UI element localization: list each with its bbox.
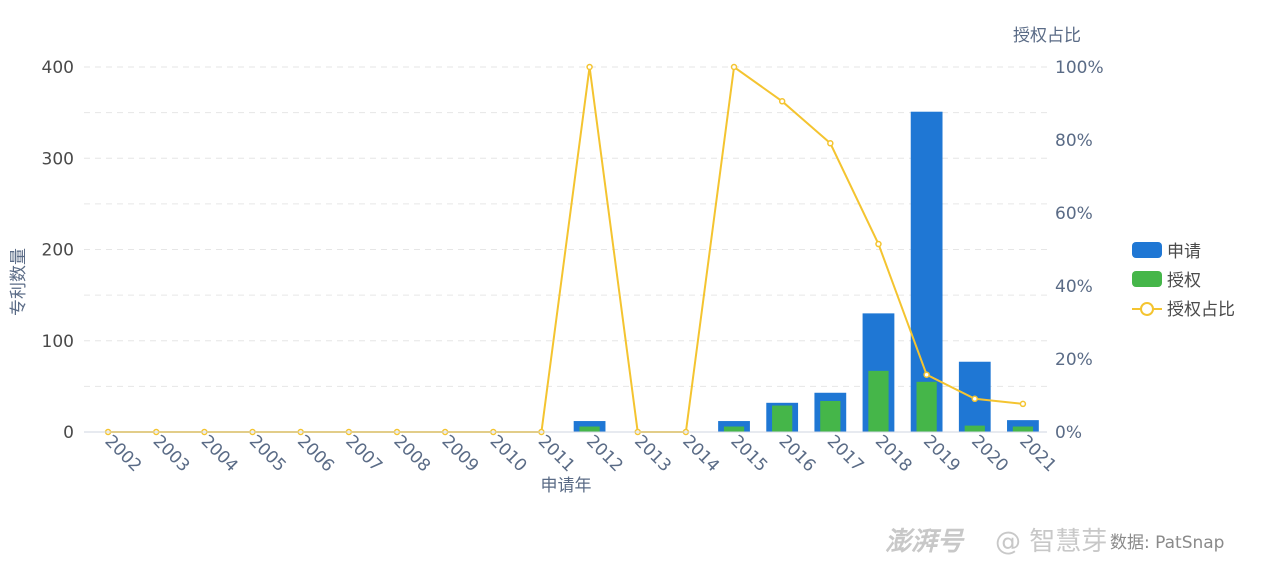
y2-tick-label: 60% xyxy=(1055,204,1093,224)
y-tick-label: 400 xyxy=(42,58,74,78)
y-axis-title: 专利数量 xyxy=(9,248,29,316)
bar-apply xyxy=(910,111,943,433)
ratio-point xyxy=(586,63,593,71)
y-tick-label: 100 xyxy=(42,332,74,352)
bar-grant xyxy=(579,426,600,432)
y-tick-label: 0 xyxy=(63,423,74,443)
x-axis-title: 申请年 xyxy=(541,476,592,496)
right-y-axis: 0% 20% 40% 60% 80% 100% xyxy=(1055,58,1104,443)
x-tick-label: 2013 xyxy=(630,431,675,476)
x-tick-label: 2010 xyxy=(486,431,531,476)
watermark-source: 数据: PatSnap xyxy=(1110,533,1224,553)
legend[interactable]: 申请 授权 授权占比 xyxy=(1132,242,1235,320)
ratio-point xyxy=(827,140,834,147)
bar-grant xyxy=(964,425,985,432)
y-tick-label: 200 xyxy=(42,241,74,261)
x-tick-label: 2008 xyxy=(389,431,434,476)
ratio-point xyxy=(1019,400,1027,408)
ratio-point xyxy=(730,63,738,71)
legend-label-apply: 申请 xyxy=(1167,242,1201,262)
bar-grant xyxy=(916,381,937,432)
x-tick-label: 2002 xyxy=(101,431,146,476)
legend-label-ratio: 授权占比 xyxy=(1167,300,1235,320)
legend-item-grant[interactable]: 授权 xyxy=(1132,271,1201,291)
x-tick-label: 2019 xyxy=(919,431,964,476)
y2-tick-label: 40% xyxy=(1055,277,1093,297)
bars-layer xyxy=(573,111,1039,433)
legend-swatch-grant xyxy=(1132,271,1162,287)
legend-swatch-ratio-marker xyxy=(1140,302,1154,316)
y2-tick-label: 0% xyxy=(1055,423,1082,443)
bar-grant xyxy=(1012,426,1034,432)
y2-axis-title: 授权占比 xyxy=(1013,26,1081,46)
x-tick-label: 2021 xyxy=(1015,431,1060,476)
x-tick-label: 2009 xyxy=(438,431,483,476)
x-tick-label: 2016 xyxy=(775,431,820,476)
x-tick-label: 2015 xyxy=(726,431,771,476)
x-tick-label: 2020 xyxy=(967,431,1012,476)
x-tick-label: 2018 xyxy=(871,431,916,476)
ratio-point xyxy=(778,98,786,105)
x-tick-label: 2006 xyxy=(293,431,338,476)
x-tick-label: 2007 xyxy=(341,431,386,476)
bar-grant xyxy=(772,405,793,432)
x-tick-label: 2014 xyxy=(678,431,723,476)
x-tick-label: 2011 xyxy=(534,431,579,476)
x-tick-label: 2003 xyxy=(149,431,194,476)
watermark-account: @ 智慧芽 xyxy=(995,527,1107,557)
x-tick-label: 2012 xyxy=(582,431,627,476)
legend-item-apply[interactable]: 申请 xyxy=(1132,242,1201,262)
watermark-brand: 澎湃号 xyxy=(885,527,965,557)
y-tick-label: 300 xyxy=(42,149,74,169)
ratio-point xyxy=(971,395,979,403)
watermark: 澎湃号 @ 智慧芽 数据: PatSnap xyxy=(885,527,1224,557)
legend-label-grant: 授权 xyxy=(1167,271,1201,291)
ratio-point xyxy=(875,240,882,248)
x-axis: 2002 2003 2004 2005 2006 2007 2008 2009 2010 2011… xyxy=(84,431,1060,476)
legend-swatch-apply xyxy=(1132,242,1162,258)
left-y-axis: 0 100 200 300 400 xyxy=(42,58,74,443)
legend-item-ratio[interactable]: 授权占比 xyxy=(1132,300,1235,320)
x-tick-label: 2005 xyxy=(245,431,290,476)
y2-tick-label: 20% xyxy=(1055,350,1093,370)
bar-grant xyxy=(820,400,841,432)
y2-tick-label: 100% xyxy=(1055,58,1104,78)
y2-tick-label: 80% xyxy=(1055,131,1093,151)
bar-grant xyxy=(868,370,889,432)
bar-grant xyxy=(723,426,745,432)
ratio-point xyxy=(923,371,930,378)
grid-lines xyxy=(84,66,1047,387)
x-tick-label: 2017 xyxy=(823,431,868,476)
bar-apply xyxy=(1007,420,1039,432)
x-tick-label: 2004 xyxy=(197,431,242,476)
